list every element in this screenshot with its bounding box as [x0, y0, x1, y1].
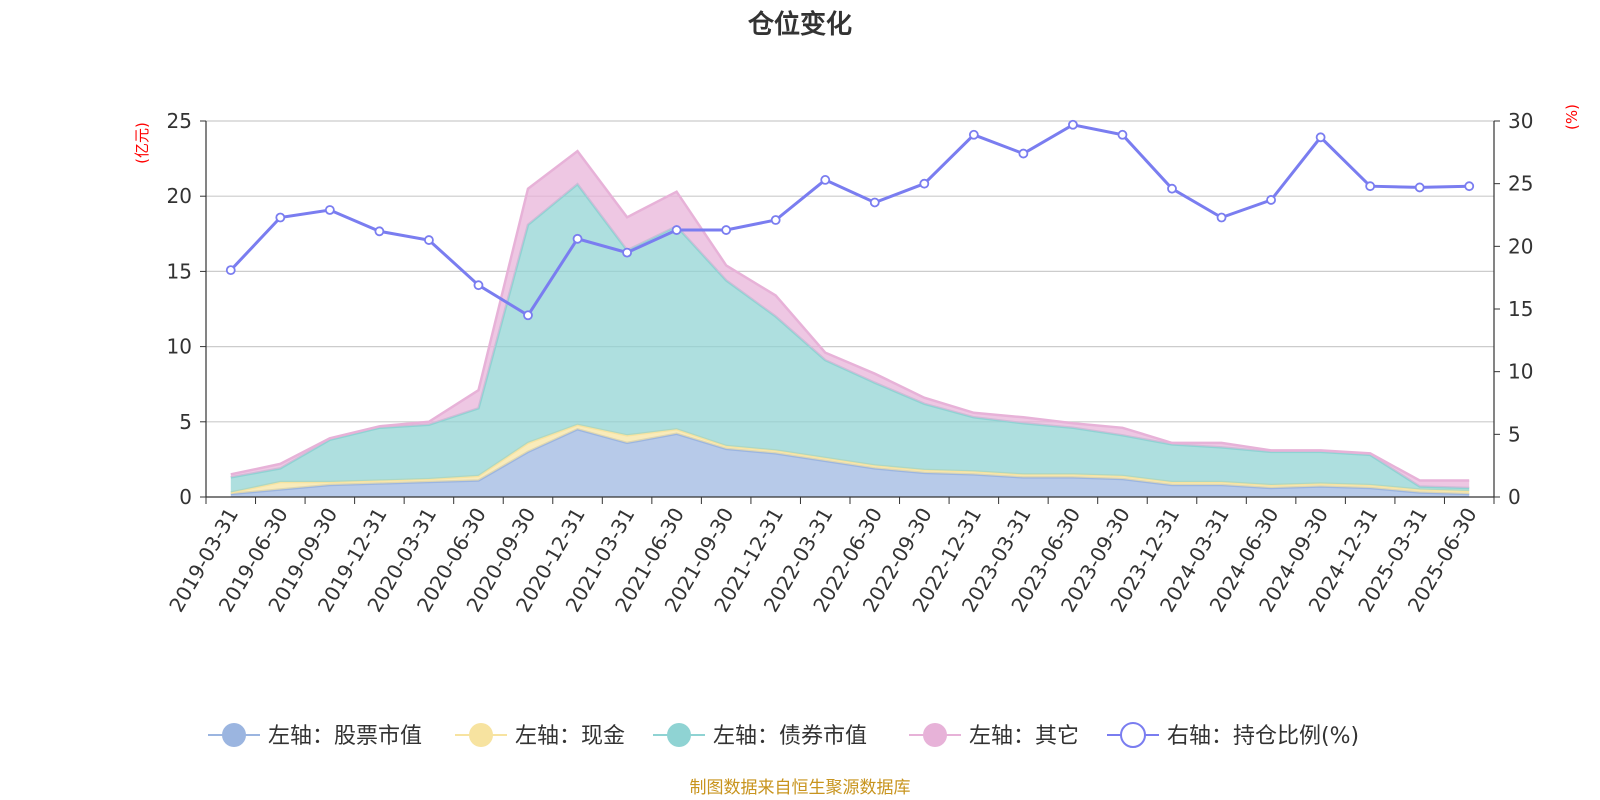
legend-label: 左轴：债券市值 [713, 724, 867, 749]
legend-marker [1120, 722, 1146, 748]
right-tick-label: 30 [1508, 109, 1533, 133]
ratio-point[interactable] [721, 225, 732, 235]
right-tick-label: 5 [1508, 422, 1521, 446]
left-tick-label: 10 [167, 335, 192, 359]
legend-marker [923, 723, 947, 747]
legend-label: 左轴：现金 [515, 724, 625, 749]
right-axis-unit: (%) [1563, 104, 1581, 130]
ratio-point[interactable] [820, 175, 831, 185]
legend-marker [667, 723, 691, 747]
ratio-point[interactable] [919, 178, 930, 189]
ratio-point[interactable] [1414, 182, 1425, 193]
grid-lines [206, 120, 1494, 423]
left-axis-unit: (亿元) [133, 122, 151, 164]
area-fill [230, 429, 1470, 497]
ratio-point[interactable] [473, 280, 484, 291]
legend-item[interactable]: 左轴：股票市值 [208, 723, 422, 749]
area-edge-line [230, 149, 1470, 482]
right-tick-label: 10 [1508, 360, 1533, 384]
ratio-point[interactable] [1167, 183, 1177, 194]
ratio-point[interactable] [374, 226, 385, 237]
ratio-point[interactable] [1266, 195, 1276, 205]
ratio-point[interactable] [869, 197, 880, 208]
legend-item[interactable]: 左轴：债券市值 [653, 723, 867, 749]
right-tick-label: 20 [1508, 234, 1533, 258]
left-tick-label: 20 [167, 184, 192, 208]
legend-item[interactable]: 左轴：现金 [455, 723, 625, 749]
area-fill [230, 184, 1470, 493]
legend-item[interactable]: 右轴：持仓比例(%) [1107, 722, 1359, 749]
legend-marker [222, 723, 246, 747]
ratio-point[interactable] [622, 247, 632, 258]
legend-marker [469, 723, 493, 747]
left-tick-label: 15 [167, 259, 192, 283]
right-tick-label: 25 [1508, 172, 1533, 196]
area-series-group [230, 149, 1470, 497]
ratio-point[interactable] [1068, 119, 1078, 130]
ratio-point[interactable] [572, 233, 583, 244]
legend-label: 左轴：其它 [969, 724, 1079, 749]
line-series-group [225, 119, 1475, 321]
right-tick-label: 15 [1508, 297, 1533, 321]
left-tick-label: 0 [179, 485, 192, 509]
ratio-point[interactable] [770, 215, 781, 225]
ratio-point[interactable] [1315, 132, 1326, 143]
chart-title: 仓位变化 [747, 9, 852, 40]
area-fill [230, 424, 1470, 494]
ratio-point[interactable] [324, 205, 335, 215]
ratio-point[interactable] [523, 310, 533, 321]
ratio-point[interactable] [1216, 212, 1227, 223]
left-tick-label: 5 [179, 410, 192, 434]
legend-label: 右轴：持仓比例(%) [1167, 724, 1359, 749]
legend[interactable]: 左轴：股票市值 左轴：现金 左轴：债券市值 左轴：其它 右轴：持仓比例(%) [208, 722, 1359, 749]
left-tick-label: 25 [167, 109, 192, 133]
right-tick-label: 0 [1508, 485, 1521, 509]
source-note: 制图数据来自恒生聚源数据库 [690, 778, 911, 798]
ratio-point[interactable] [968, 129, 979, 140]
ratio-point[interactable] [275, 212, 286, 223]
ratio-point[interactable] [225, 265, 236, 276]
ratio-point[interactable] [1365, 181, 1376, 192]
legend-label: 左轴：股票市值 [268, 724, 422, 749]
ratio-line [229, 123, 1470, 318]
ratio-point[interactable] [671, 225, 682, 235]
ratio-point[interactable] [424, 235, 434, 245]
ratio-point[interactable] [1018, 148, 1029, 159]
ratio-point[interactable] [1117, 129, 1128, 140]
ratio-point[interactable] [1464, 181, 1475, 192]
legend-item[interactable]: 左轴：其它 [909, 723, 1079, 749]
